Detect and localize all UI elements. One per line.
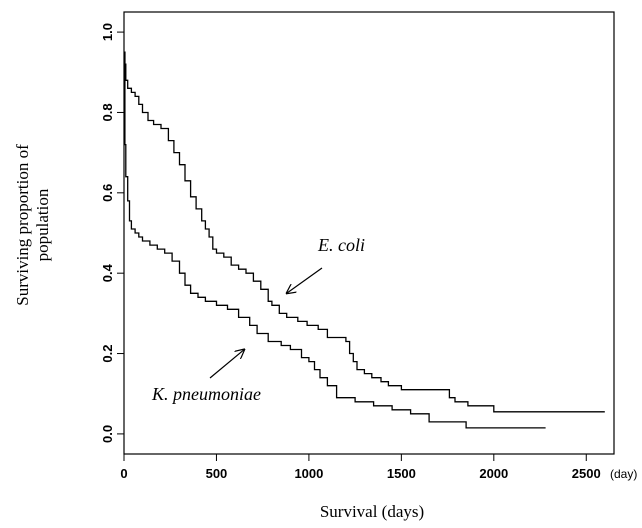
x-axis-label: Survival (days) (320, 502, 424, 521)
y-tick-label: 1.0 (100, 23, 115, 41)
x-tick-label: 2500 (572, 466, 601, 481)
plot-frame (123, 11, 615, 455)
y-tick-label: 0.6 (100, 184, 115, 202)
series-layer (124, 51, 605, 429)
annotation-arrow-k-pneumoniae (209, 350, 244, 379)
y-tick-label: 0.4 (100, 263, 115, 282)
y-axis-label-line2: population (33, 188, 52, 261)
x-tick-label: 1500 (387, 466, 416, 481)
annotation-e-coli: E. coli (317, 235, 365, 255)
x-axis: 0 500 1000 1500 2000 2500 (120, 454, 601, 481)
annotation-k-pneumoniae: K. pneumoniae (151, 384, 261, 404)
y-tick-label: 0.8 (100, 103, 115, 121)
x-tick-label: 0 (120, 466, 127, 481)
annotation-arrow-e-coli (287, 267, 323, 293)
x-tick-label: 2000 (479, 466, 508, 481)
y-axis: 0.0 0.2 0.4 0.6 0.8 1.0 (100, 23, 124, 443)
x-tick-label: 500 (206, 466, 228, 481)
series-line-k-pneumoniae (124, 51, 546, 429)
series-line-e-coli (124, 51, 605, 413)
annotation-layer: E. coli K. pneumoniae (151, 235, 365, 404)
x-tick-label: 1000 (294, 466, 323, 481)
y-axis-label-line1: Surviving proportion of (13, 144, 32, 306)
y-tick-label: 0.2 (100, 345, 115, 363)
y-tick-label: 0.0 (100, 425, 115, 443)
x-axis-unit: (day) (610, 467, 637, 481)
